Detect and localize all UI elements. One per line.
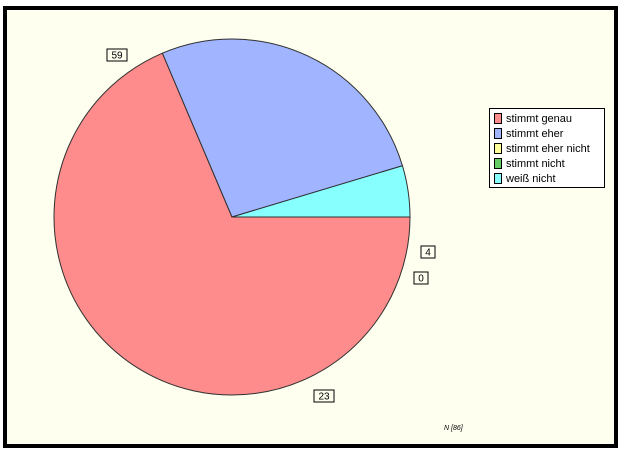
pie-slice-stimmt-genau: [53, 52, 411, 396]
svg-text:23: 23: [318, 392, 330, 403]
legend-label: stimmt eher: [506, 127, 564, 140]
legend-swatch: [494, 143, 502, 154]
legend-item: stimmt nicht: [494, 156, 604, 171]
sample-size-note: N [86]: [444, 425, 463, 432]
legend: stimmt genau stimmt eher stimmt eher nicht…: [489, 108, 605, 188]
pie-data-labels: 59 23 0 4: [106, 48, 436, 403]
chart-frame: 59 23 0 4 stimmt genau stimmt eher stimmt ehe…: [3, 6, 618, 448]
legend-item: stimmt genau: [494, 111, 604, 126]
legend-label: stimmt genau: [506, 112, 573, 125]
legend-item: stimmt eher: [494, 126, 604, 141]
data-label: 0: [413, 271, 429, 285]
svg-text:0: 0: [418, 274, 424, 285]
data-label: 4: [420, 245, 436, 259]
pie-slice-wei-nicht: [231, 165, 411, 218]
svg-text:4: 4: [425, 248, 431, 259]
legend-item: stimmt eher nicht: [494, 141, 604, 156]
data-label: 23: [313, 389, 335, 403]
pie-chart: 59 23 0 4: [53, 38, 436, 403]
legend-label: stimmt nicht: [506, 157, 565, 170]
legend-swatch: [494, 128, 502, 139]
legend-swatch: [494, 113, 502, 124]
pie-slice-stimmt-eher: [161, 38, 404, 218]
legend-label: weiß nicht: [506, 172, 556, 185]
legend-swatch: [494, 173, 502, 184]
svg-text:59: 59: [111, 51, 123, 62]
legend-swatch: [494, 158, 502, 169]
data-label: 59: [106, 48, 128, 62]
legend-label: stimmt eher nicht: [506, 142, 590, 155]
legend-item: weiß nicht: [494, 171, 604, 186]
pie-slices: [53, 38, 411, 396]
